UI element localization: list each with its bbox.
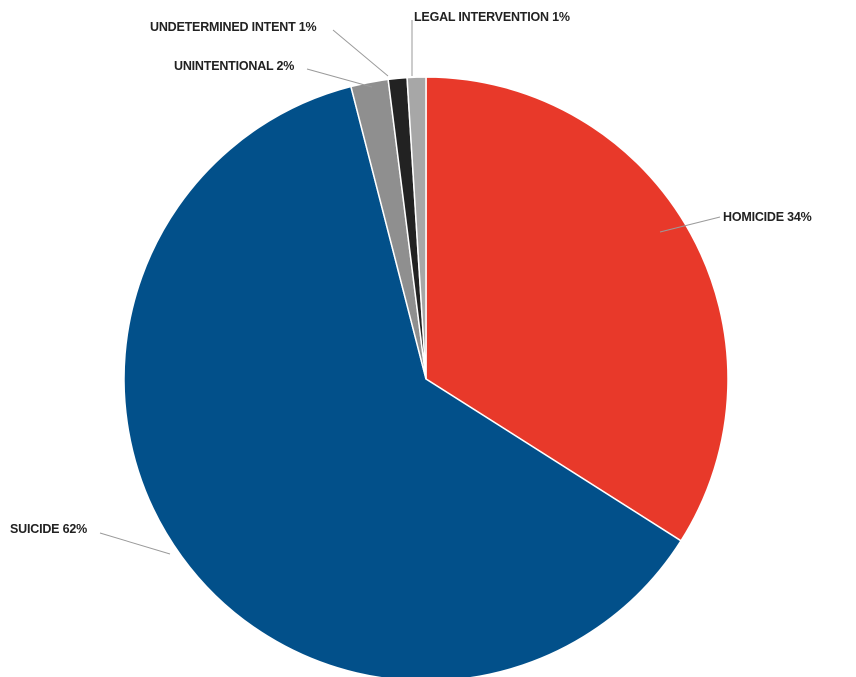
leader-suicide	[99, 532, 171, 555]
leader-lines	[99, 20, 721, 555]
leader-undetermined-intent	[332, 29, 389, 77]
leader-unintentional	[306, 68, 373, 88]
label-suicide: SUICIDE 62%	[10, 522, 87, 536]
pie-slices	[123, 76, 729, 677]
label-legal-intervention: LEGAL INTERVENTION 1%	[414, 10, 570, 24]
label-undetermined-intent: UNDETERMINED INTENT 1%	[150, 20, 317, 34]
leader-homicide	[659, 216, 721, 233]
slice-legal-intervention	[406, 76, 427, 380]
slice-homicide	[425, 76, 729, 542]
slice-suicide	[123, 85, 683, 677]
label-homicide: HOMICIDE 34%	[723, 210, 812, 224]
label-unintentional: UNINTENTIONAL 2%	[174, 59, 294, 73]
